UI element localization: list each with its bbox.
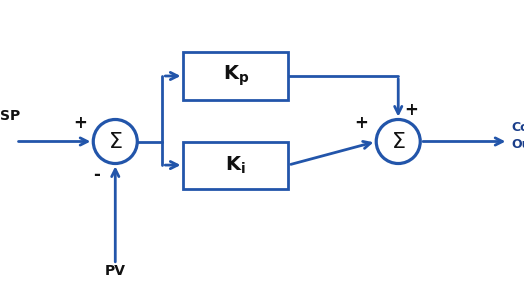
Text: SP: SP — [1, 109, 20, 123]
Text: PV: PV — [105, 264, 126, 278]
Bar — [183, 142, 288, 189]
Text: +: + — [73, 114, 87, 132]
Text: -: - — [93, 166, 101, 184]
Text: +: + — [405, 101, 418, 119]
Bar — [183, 52, 288, 100]
Text: $\Sigma$: $\Sigma$ — [391, 130, 406, 153]
Text: $\mathbf{K_i}$: $\mathbf{K_i}$ — [225, 155, 246, 176]
Text: +: + — [355, 114, 368, 132]
Text: Controller
Output: Controller Output — [511, 121, 524, 151]
Text: $\Sigma$: $\Sigma$ — [108, 130, 123, 153]
Text: $\mathbf{K_p}$: $\mathbf{K_p}$ — [223, 64, 249, 88]
